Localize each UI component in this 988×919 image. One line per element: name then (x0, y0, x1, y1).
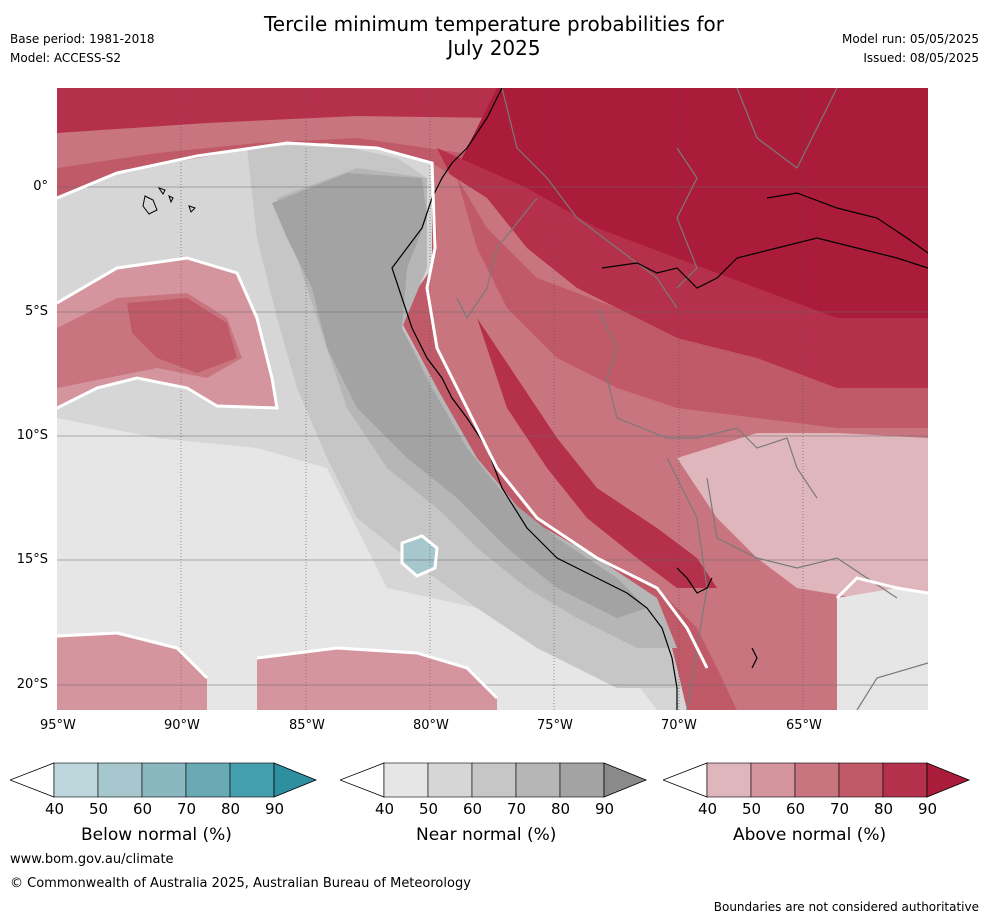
colorbar-extend-low (661, 762, 708, 798)
colorbar-near: 40 50 60 70 80 90 Near normal (%) (338, 762, 648, 845)
colorbar-extend-high (603, 762, 648, 798)
colorbar-below-title: Below normal (%) (81, 825, 232, 845)
x-tick: 75°W (537, 718, 573, 733)
colorbar-swatch (141, 762, 187, 798)
colorbar-swatch (838, 762, 884, 798)
colorbar-tick-label: 40 (45, 800, 65, 818)
y-tick: 5°S (24, 304, 48, 319)
colorbar-tick-label: 80 (221, 800, 241, 818)
colorbar-swatch (427, 762, 473, 798)
colorbar-swatch (229, 762, 275, 798)
colorbar-extend-low (8, 762, 55, 798)
colorbar-extend-high (926, 762, 971, 798)
website-link[interactable]: www.bom.gov.au/climate (10, 852, 174, 867)
region-near-80 (272, 173, 647, 618)
region-above-top-inner (57, 88, 507, 133)
colorbar-swatch (794, 762, 840, 798)
x-tick: 80°W (413, 718, 449, 733)
y-tick: 20°S (16, 677, 48, 692)
y-tick: 15°S (16, 552, 48, 567)
x-tick: 70°W (661, 718, 697, 733)
x-tick: 85°W (289, 718, 325, 733)
colorbar-extend-high (273, 762, 318, 798)
colorbar-swatch (97, 762, 143, 798)
colorbar-swatch (750, 762, 796, 798)
region-above-land-70 (457, 178, 928, 428)
colorbar-above-title: Above normal (%) (733, 825, 887, 845)
x-tick: 65°W (786, 718, 822, 733)
colorbar-swatch (515, 762, 561, 798)
colorbar-tick-label: 70 (507, 800, 527, 818)
latitude-lines (57, 186, 928, 686)
galapagos-islands (142, 187, 196, 215)
y-tick: 0° (33, 179, 48, 194)
colorbar-swatch (882, 762, 928, 798)
colorbar-tick-label: 50 (742, 800, 762, 818)
region-near-light (57, 418, 657, 710)
colorbar-swatch (471, 762, 517, 798)
x-tick: 90°W (164, 718, 200, 733)
colorbar-swatch (53, 762, 99, 798)
colorbar-above: 40 50 60 70 80 90 Above normal (%) (661, 762, 971, 845)
colorbar-tick-label: 60 (463, 800, 483, 818)
model-run-label: Model run: 05/05/2025 (841, 32, 979, 46)
colorbar-tick-label: 80 (874, 800, 894, 818)
map-title-line2: July 2025 (447, 36, 541, 60)
colorbar-tick-label: 70 (177, 800, 197, 818)
region-near-se-corner (837, 588, 928, 710)
colorbar-tick-label: 50 (89, 800, 109, 818)
colorbar-tick-label: 60 (786, 800, 806, 818)
colorbar-below-bar (8, 762, 318, 798)
tercile-contour (57, 141, 928, 700)
disclaimer-text: Boundaries are not considered authoritat… (713, 900, 979, 914)
colorbar-tick-label: 90 (265, 800, 285, 818)
colorbar-above-bar (661, 762, 971, 798)
colorbar-tick-label: 60 (133, 800, 153, 818)
map-title-line1: Tercile minimum temperature probabilitie… (263, 12, 725, 36)
colorbar-tick-label: 50 (419, 800, 439, 818)
base-period-label: Base period: 1981-2018 (10, 32, 155, 46)
colorbar-tick-label: 80 (551, 800, 571, 818)
issued-label: Issued: 08/05/2025 (863, 51, 979, 65)
coastline (391, 88, 928, 710)
model-label: Model: ACCESS-S2 (10, 51, 122, 65)
colorbar-below: 40 50 60 70 80 90 Below normal (%) (8, 762, 318, 845)
colorbar-near-title: Near normal (%) (416, 825, 557, 845)
colorbar-swatch (383, 762, 429, 798)
probability-map (57, 88, 928, 710)
colorbar-tick-label: 40 (698, 800, 718, 818)
region-above-patch-s (257, 648, 497, 710)
colorbar-tick-label: 90 (918, 800, 938, 818)
x-tick: 95°W (40, 718, 76, 733)
region-above-patch-west-core (127, 298, 237, 373)
region-above-andes-core (477, 318, 717, 588)
colorbar-tick-label: 90 (595, 800, 615, 818)
y-tick: 10°S (16, 428, 48, 443)
region-above-patch-sw (57, 633, 207, 710)
colorbar-extend-low (338, 762, 385, 798)
colorbar-swatch (185, 762, 231, 798)
copyright-text: © Commonwealth of Australia 2025, Austra… (10, 876, 471, 891)
colorbar-near-bar (338, 762, 648, 798)
colorbar-swatch (559, 762, 605, 798)
region-below-patch (402, 536, 437, 576)
colorbar-tick-label: 70 (830, 800, 850, 818)
colorbar-swatch (706, 762, 752, 798)
colorbar-tick-label: 40 (375, 800, 395, 818)
map-canvas (57, 88, 928, 710)
